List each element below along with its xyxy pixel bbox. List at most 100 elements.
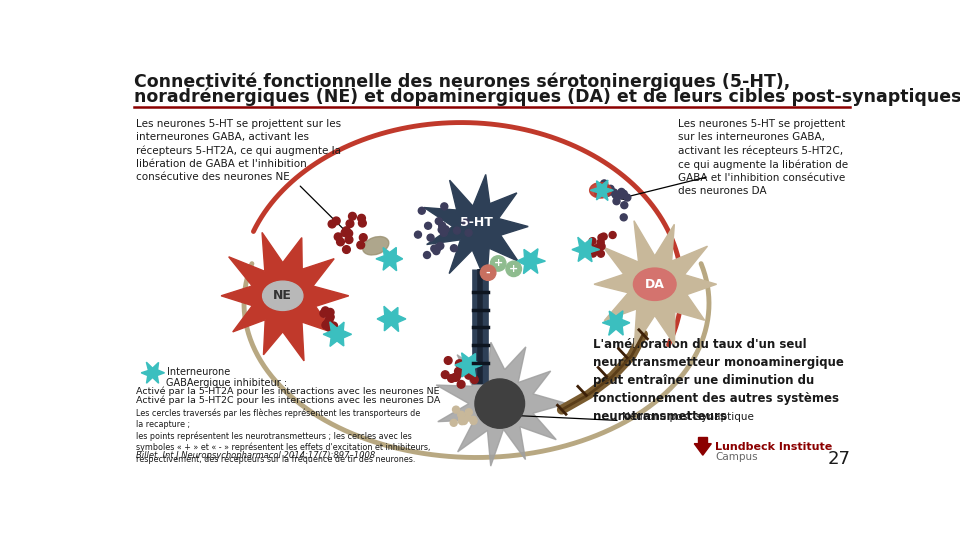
Text: Lundbeck Institute: Lundbeck Institute xyxy=(715,442,832,452)
Circle shape xyxy=(614,191,621,198)
Circle shape xyxy=(450,420,457,426)
Circle shape xyxy=(326,308,334,316)
Circle shape xyxy=(607,185,614,192)
Polygon shape xyxy=(141,362,164,383)
Circle shape xyxy=(594,244,602,251)
Polygon shape xyxy=(221,232,348,361)
Text: -: - xyxy=(486,268,491,278)
Circle shape xyxy=(357,241,365,249)
Circle shape xyxy=(455,369,463,377)
Text: +: + xyxy=(509,264,518,274)
Polygon shape xyxy=(455,353,482,377)
Polygon shape xyxy=(694,444,711,455)
Circle shape xyxy=(423,252,430,259)
Circle shape xyxy=(455,367,463,375)
Circle shape xyxy=(613,198,620,205)
Circle shape xyxy=(439,222,445,229)
Circle shape xyxy=(464,414,470,421)
Polygon shape xyxy=(590,180,613,200)
Circle shape xyxy=(441,203,447,210)
Ellipse shape xyxy=(634,268,676,300)
Circle shape xyxy=(605,187,612,194)
Polygon shape xyxy=(594,221,716,347)
Text: DA: DA xyxy=(645,278,664,291)
Circle shape xyxy=(459,360,467,368)
Circle shape xyxy=(451,374,459,381)
Circle shape xyxy=(322,321,329,329)
Polygon shape xyxy=(376,247,402,271)
Circle shape xyxy=(469,416,477,423)
Circle shape xyxy=(457,381,465,388)
Circle shape xyxy=(458,411,465,418)
Circle shape xyxy=(618,192,625,199)
Circle shape xyxy=(441,230,447,237)
Text: 5-HT: 5-HT xyxy=(460,216,492,229)
Circle shape xyxy=(624,194,631,201)
Ellipse shape xyxy=(263,281,303,310)
Circle shape xyxy=(491,256,506,271)
Circle shape xyxy=(433,248,440,254)
Circle shape xyxy=(621,202,628,208)
Text: Billet. Int J Neuropsychopharmacol 2014;17(7):897–1008: Billet. Int J Neuropsychopharmacol 2014;… xyxy=(135,451,374,460)
Circle shape xyxy=(589,250,596,257)
Circle shape xyxy=(431,245,438,252)
Circle shape xyxy=(588,247,594,254)
Circle shape xyxy=(465,230,472,237)
Circle shape xyxy=(610,232,616,239)
Circle shape xyxy=(590,245,597,252)
Text: Activé par la 5-HT2A pour les interactions avec les neurones NE: Activé par la 5-HT2A pour les interactio… xyxy=(135,387,439,396)
Circle shape xyxy=(435,218,443,225)
Polygon shape xyxy=(424,174,528,283)
Circle shape xyxy=(475,379,524,428)
Text: Les neurones 5-HT se projettent
sur les interneurones GABA,
activant les récepte: Les neurones 5-HT se projettent sur les … xyxy=(678,119,848,196)
Circle shape xyxy=(347,220,354,227)
Circle shape xyxy=(326,313,334,321)
Text: Connectivité fonctionnelle des neurones sérotoninergiques (5-HT),: Connectivité fonctionnelle des neurones … xyxy=(134,72,790,91)
Circle shape xyxy=(444,356,452,365)
Circle shape xyxy=(620,191,627,197)
Circle shape xyxy=(597,250,605,257)
Ellipse shape xyxy=(589,183,612,198)
Circle shape xyxy=(328,220,336,228)
Circle shape xyxy=(453,227,461,234)
Circle shape xyxy=(415,231,421,238)
Text: Interneurone
GABAergique inhibiteur :: Interneurone GABAergique inhibiteur : xyxy=(166,367,288,388)
Text: NE: NE xyxy=(274,289,292,302)
Polygon shape xyxy=(436,342,567,466)
Circle shape xyxy=(358,219,367,227)
Circle shape xyxy=(320,309,327,317)
Circle shape xyxy=(330,322,338,330)
Circle shape xyxy=(434,244,442,251)
Circle shape xyxy=(597,239,604,246)
Circle shape xyxy=(438,226,445,233)
Circle shape xyxy=(332,217,340,225)
Circle shape xyxy=(324,320,331,328)
Circle shape xyxy=(455,360,464,368)
Circle shape xyxy=(348,212,356,220)
Circle shape xyxy=(325,323,333,331)
Circle shape xyxy=(459,415,466,422)
Polygon shape xyxy=(572,237,600,262)
Circle shape xyxy=(325,316,333,323)
Circle shape xyxy=(427,234,434,241)
Text: L'amélioration du taux d'un seul
neurotransmetteur monoaminergique
peut entraîne: L'amélioration du taux d'un seul neurotr… xyxy=(592,338,844,423)
Polygon shape xyxy=(698,437,708,444)
Text: Neurone post-synaptique: Neurone post-synaptique xyxy=(622,413,754,422)
Text: noradrénergiques (NE) et dopaminergiques (DA) et de leurs cibles post-synaptique: noradrénergiques (NE) et dopaminergiques… xyxy=(134,88,960,106)
Circle shape xyxy=(506,261,521,276)
Circle shape xyxy=(598,234,605,241)
Text: Campus: Campus xyxy=(715,452,757,462)
Circle shape xyxy=(452,373,460,381)
Circle shape xyxy=(465,372,472,379)
Text: +: + xyxy=(493,259,503,268)
Polygon shape xyxy=(602,311,630,335)
Circle shape xyxy=(358,214,366,222)
Circle shape xyxy=(442,226,449,233)
Circle shape xyxy=(612,192,619,199)
Circle shape xyxy=(458,418,466,424)
Circle shape xyxy=(595,190,602,197)
Circle shape xyxy=(462,218,468,225)
Polygon shape xyxy=(324,322,351,346)
Text: Activé par la 5-HT2C pour les interactions avec les neurones DA: Activé par la 5-HT2C pour les interactio… xyxy=(135,396,440,406)
Circle shape xyxy=(419,207,425,214)
